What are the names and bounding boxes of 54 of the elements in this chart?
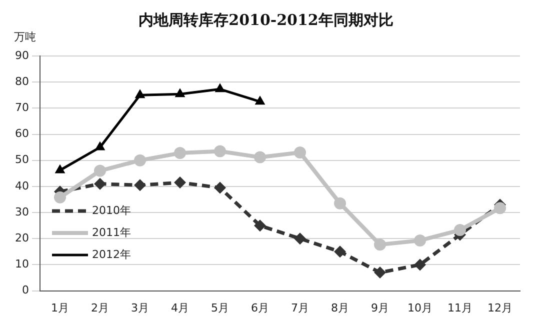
legend-label: 2010年 (92, 204, 131, 217)
point (294, 232, 306, 245)
y-tick-label: 10 (14, 258, 29, 271)
point (94, 178, 106, 190)
x-tick-label: 9月 (371, 301, 389, 314)
x-tick-label: 1月 (50, 301, 69, 314)
y-tick-label: 0 (22, 284, 29, 297)
x-tick-label: 4月 (171, 301, 189, 314)
point (414, 234, 426, 246)
x-tick-label: 12月 (488, 301, 512, 314)
x-tick-label: 5月 (211, 301, 229, 314)
point (174, 176, 186, 189)
y-axis-title: 万吨 (14, 30, 36, 44)
point (254, 151, 266, 164)
point (54, 164, 66, 174)
y-tick-label: 40 (14, 179, 29, 192)
x-tick-label: 7月 (291, 301, 309, 314)
point (294, 146, 306, 159)
x-tick-label: 10月 (408, 301, 432, 314)
point (414, 258, 426, 271)
point (374, 266, 386, 279)
point (254, 96, 266, 105)
point (334, 246, 346, 258)
chart-title: 内地周转库存2010-2012年同期对比 (138, 10, 394, 29)
point (214, 83, 226, 92)
legend-label: 2012年 (92, 248, 131, 261)
point (94, 141, 106, 150)
y-tick-label: 90 (14, 48, 29, 62)
point (454, 224, 466, 236)
y-tick-label: 50 (14, 153, 29, 166)
y-tick-label: 60 (14, 127, 29, 140)
point (174, 88, 186, 98)
x-tick-label: 6月 (251, 301, 269, 314)
point (214, 182, 226, 194)
point (254, 220, 266, 232)
point (134, 154, 146, 166)
point (54, 191, 66, 204)
x-tick-label: 3月 (131, 301, 149, 314)
point (174, 147, 186, 160)
point (134, 179, 146, 192)
point (334, 197, 346, 210)
x-tick-label: 8月 (331, 301, 349, 314)
y-tick-label: 70 (14, 101, 29, 114)
y-tick-label: 30 (14, 205, 29, 218)
point (134, 89, 146, 98)
point (214, 145, 226, 158)
legend-label: 2011年 (92, 226, 131, 239)
y-tick-label: 80 (14, 74, 29, 88)
point (494, 202, 506, 214)
x-tick-label: 2月 (90, 301, 109, 314)
y-tick-label: 20 (14, 231, 29, 244)
point (94, 164, 106, 177)
x-tick-label: 11月 (448, 301, 472, 314)
point (374, 238, 386, 251)
